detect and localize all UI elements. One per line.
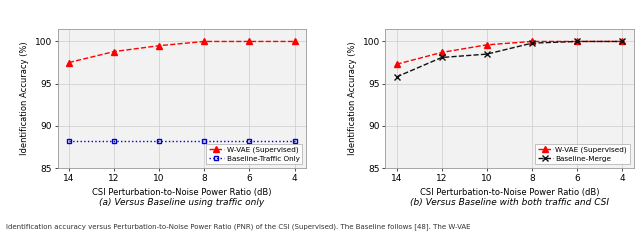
Baseline-Merge [528, 42, 536, 45]
Y-axis label: Identification Accuracy (%): Identification Accuracy (%) [348, 42, 357, 155]
Legend: W-VAE (Supervised), Baseline-Merge: W-VAE (Supervised), Baseline-Merge [535, 144, 630, 164]
W-VAE (Supervised) [393, 63, 401, 66]
W-VAE (Supervised) [528, 40, 536, 43]
Legend: W-VAE (Supervised), Baseline-Traffic Only: W-VAE (Supervised), Baseline-Traffic Onl… [206, 144, 302, 164]
W-VAE (Supervised) [156, 44, 163, 47]
W-VAE (Supervised) [291, 40, 298, 43]
Y-axis label: Identification Accuracy (%): Identification Accuracy (%) [20, 42, 29, 155]
Baseline-Merge [483, 53, 491, 55]
Text: Identification accuracy versus Perturbation-to-Noise Power Ratio (PNR) of the CS: Identification accuracy versus Perturbat… [6, 224, 471, 230]
Baseline-Traffic Only [156, 140, 163, 143]
W-VAE (Supervised) [618, 40, 626, 43]
Baseline-Traffic Only [200, 140, 208, 143]
Text: (b) Versus Baseline with both traffic and CSI: (b) Versus Baseline with both traffic an… [410, 198, 609, 207]
Line: Baseline-Traffic Only: Baseline-Traffic Only [67, 138, 297, 144]
Baseline-Merge [393, 75, 401, 78]
Baseline-Merge [618, 40, 626, 43]
Baseline-Merge [438, 56, 445, 59]
W-VAE (Supervised) [483, 43, 491, 46]
W-VAE (Supervised) [438, 51, 445, 54]
W-VAE (Supervised) [246, 40, 253, 43]
Baseline-Traffic Only [110, 140, 118, 143]
Text: (a) Versus Baseline using traffic only: (a) Versus Baseline using traffic only [99, 198, 264, 207]
Baseline-Traffic Only [291, 140, 298, 143]
W-VAE (Supervised) [573, 40, 581, 43]
Line: W-VAE (Supervised): W-VAE (Supervised) [66, 38, 298, 66]
Baseline-Merge [573, 40, 581, 43]
W-VAE (Supervised) [200, 40, 208, 43]
X-axis label: CSI Perturbation-to-Noise Power Ratio (dB): CSI Perturbation-to-Noise Power Ratio (d… [420, 188, 599, 197]
Line: Baseline-Merge: Baseline-Merge [394, 38, 625, 80]
Baseline-Traffic Only [246, 140, 253, 143]
W-VAE (Supervised) [110, 50, 118, 53]
W-VAE (Supervised) [65, 61, 73, 64]
Line: W-VAE (Supervised): W-VAE (Supervised) [394, 38, 625, 67]
X-axis label: CSI Perturbation-to-Noise Power Ratio (dB): CSI Perturbation-to-Noise Power Ratio (d… [92, 188, 271, 197]
Baseline-Traffic Only [65, 140, 73, 143]
